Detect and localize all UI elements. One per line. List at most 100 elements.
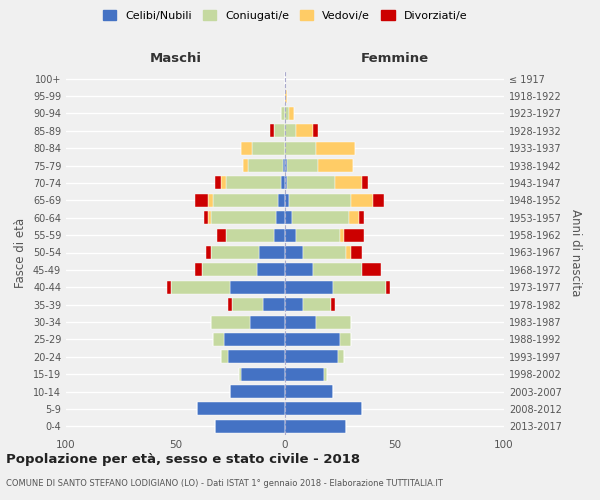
Bar xyxy=(350,246,362,259)
Bar xyxy=(285,350,338,364)
Bar xyxy=(285,159,287,172)
Bar xyxy=(285,420,346,433)
Bar xyxy=(283,159,285,172)
Bar xyxy=(285,142,316,154)
Bar xyxy=(344,228,364,241)
Bar xyxy=(350,194,373,207)
Bar xyxy=(359,211,364,224)
Bar xyxy=(340,333,350,346)
Bar xyxy=(313,124,318,138)
Text: Popolazione per età, sesso e stato civile - 2018: Popolazione per età, sesso e stato civil… xyxy=(6,452,360,466)
Bar xyxy=(285,228,296,241)
Bar xyxy=(215,176,221,190)
Bar xyxy=(285,280,333,294)
Bar xyxy=(250,316,285,328)
Bar xyxy=(211,211,276,224)
Bar xyxy=(259,246,285,259)
Bar xyxy=(296,228,340,241)
Bar xyxy=(285,368,325,380)
Bar xyxy=(338,350,344,364)
Bar xyxy=(292,211,349,224)
Bar xyxy=(335,176,362,190)
Bar xyxy=(217,228,226,241)
Bar xyxy=(224,333,285,346)
Bar xyxy=(241,142,252,154)
Bar xyxy=(226,228,274,241)
Bar xyxy=(285,176,287,190)
Bar xyxy=(195,264,202,276)
Bar xyxy=(278,194,285,207)
Bar xyxy=(202,264,257,276)
Bar xyxy=(263,298,285,311)
Bar xyxy=(167,280,171,294)
Bar xyxy=(386,280,390,294)
Bar xyxy=(362,176,368,190)
Bar xyxy=(274,228,285,241)
Bar xyxy=(241,368,285,380)
Bar xyxy=(226,176,281,190)
Y-axis label: Fasce di età: Fasce di età xyxy=(14,218,27,288)
Bar xyxy=(285,316,316,328)
Bar xyxy=(213,333,224,346)
Bar xyxy=(195,194,208,207)
Bar xyxy=(244,159,248,172)
Bar xyxy=(208,211,211,224)
Bar xyxy=(208,194,213,207)
Bar xyxy=(331,298,335,311)
Bar xyxy=(269,124,274,138)
Bar xyxy=(289,107,294,120)
Text: Femmine: Femmine xyxy=(361,52,428,65)
Bar xyxy=(285,333,340,346)
Bar xyxy=(318,159,353,172)
Bar xyxy=(274,124,285,138)
Bar xyxy=(239,368,241,380)
Legend: Celibi/Nubili, Coniugati/e, Vedovi/e, Divorziati/e: Celibi/Nubili, Coniugati/e, Vedovi/e, Di… xyxy=(103,10,467,20)
Bar xyxy=(285,264,313,276)
Bar xyxy=(285,124,296,138)
Bar xyxy=(349,211,359,224)
Bar xyxy=(211,316,250,328)
Bar xyxy=(206,246,211,259)
Bar xyxy=(276,211,285,224)
Bar xyxy=(257,264,285,276)
Bar xyxy=(285,107,289,120)
Bar xyxy=(228,350,285,364)
Bar xyxy=(248,159,283,172)
Bar xyxy=(285,298,302,311)
Bar xyxy=(285,402,362,415)
Bar xyxy=(285,194,289,207)
Text: COMUNE DI SANTO STEFANO LODIGIANO (LO) - Dati ISTAT 1° gennaio 2018 - Elaborazio: COMUNE DI SANTO STEFANO LODIGIANO (LO) -… xyxy=(6,479,443,488)
Bar xyxy=(296,124,313,138)
Bar xyxy=(281,107,285,120)
Bar xyxy=(285,90,287,102)
Bar xyxy=(346,246,350,259)
Bar xyxy=(211,246,259,259)
Bar xyxy=(215,420,285,433)
Bar xyxy=(340,228,344,241)
Bar xyxy=(302,298,331,311)
Bar xyxy=(230,280,285,294)
Bar xyxy=(373,194,383,207)
Bar xyxy=(285,246,302,259)
Bar xyxy=(281,176,285,190)
Bar xyxy=(204,211,208,224)
Bar xyxy=(228,298,232,311)
Bar xyxy=(232,298,263,311)
Bar xyxy=(285,385,333,398)
Bar xyxy=(302,246,346,259)
Bar xyxy=(213,194,278,207)
Bar xyxy=(333,280,386,294)
Bar xyxy=(230,385,285,398)
Bar xyxy=(362,264,382,276)
Bar xyxy=(287,176,335,190)
Bar xyxy=(313,264,362,276)
Bar xyxy=(252,142,285,154)
Bar xyxy=(171,280,230,294)
Bar xyxy=(197,402,285,415)
Bar xyxy=(221,350,228,364)
Bar xyxy=(316,316,351,328)
Bar xyxy=(285,211,292,224)
Bar xyxy=(316,142,355,154)
Text: Maschi: Maschi xyxy=(149,52,202,65)
Bar xyxy=(221,176,226,190)
